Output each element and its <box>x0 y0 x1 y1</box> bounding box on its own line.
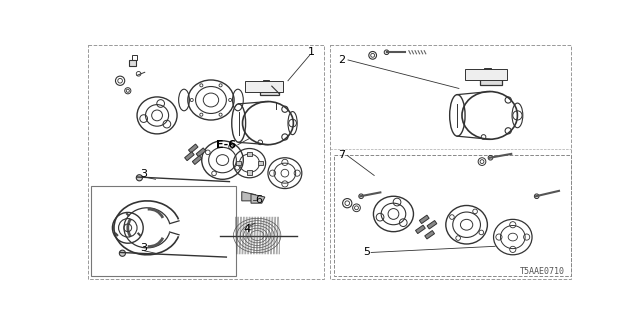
Polygon shape <box>251 194 265 203</box>
Text: 3: 3 <box>140 243 147 253</box>
Text: 5: 5 <box>363 247 370 258</box>
Circle shape <box>359 194 364 198</box>
Polygon shape <box>193 156 202 164</box>
Circle shape <box>488 156 493 160</box>
Bar <box>245 81 284 92</box>
Text: T5AAE0710: T5AAE0710 <box>520 267 565 276</box>
Circle shape <box>119 250 125 256</box>
Polygon shape <box>419 215 429 224</box>
Bar <box>465 69 507 80</box>
Circle shape <box>384 50 389 55</box>
Text: 2: 2 <box>339 55 346 65</box>
Bar <box>481 71 502 85</box>
Bar <box>247 152 252 156</box>
Text: 4: 4 <box>244 224 251 234</box>
Bar <box>263 80 269 86</box>
Bar <box>247 170 252 175</box>
Polygon shape <box>188 144 198 153</box>
Circle shape <box>534 194 539 198</box>
Polygon shape <box>425 230 435 239</box>
Bar <box>258 161 262 165</box>
Text: 6: 6 <box>255 195 262 205</box>
Polygon shape <box>196 148 205 157</box>
Text: 3: 3 <box>140 169 147 179</box>
Polygon shape <box>184 152 194 161</box>
Polygon shape <box>427 220 437 229</box>
Text: E-6: E-6 <box>216 140 236 150</box>
Text: 7: 7 <box>339 150 346 160</box>
Bar <box>129 60 136 66</box>
Circle shape <box>136 175 143 181</box>
Polygon shape <box>242 192 255 201</box>
Bar <box>260 83 279 95</box>
Bar <box>236 161 241 165</box>
Text: 1: 1 <box>308 47 315 57</box>
Polygon shape <box>415 225 426 234</box>
Bar <box>484 68 492 74</box>
Bar <box>132 55 137 60</box>
